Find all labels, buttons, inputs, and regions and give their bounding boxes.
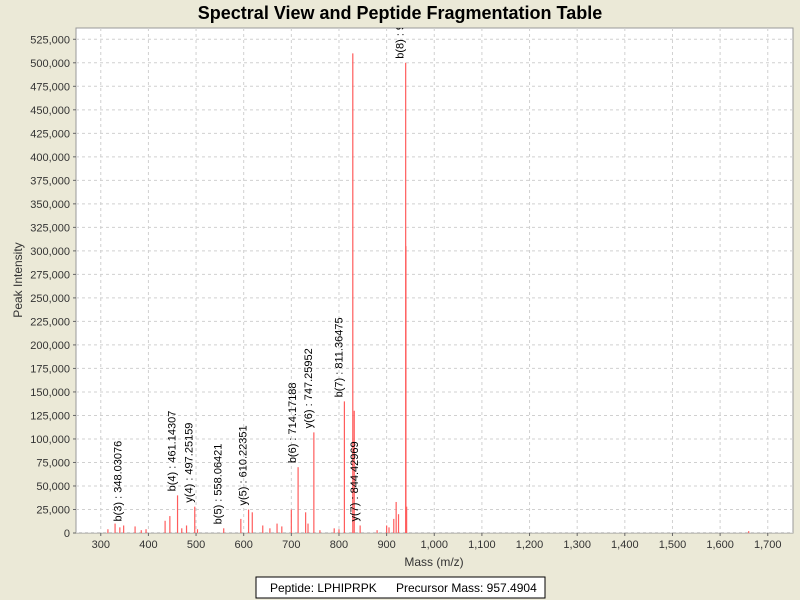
y-tick-label: 350,000 [30,199,70,211]
plot: b(3) : 348.03076 b(4) : 461.14307 y(4) : 4… [76,24,793,533]
x-axis-label: Mass (m/z) [404,555,463,569]
chart-title: Spectral View and Peptide Fragmentation … [198,3,602,23]
y-tick-label: 250,000 [30,293,70,305]
x-tick-label: 1,000 [420,539,448,551]
y-tick-label: 425,000 [30,128,70,140]
y-tick-label: 100,000 [30,434,70,446]
peak-annotation: y(7) : 844.42969 [349,441,361,521]
peak-annotation: b(6) : 714.17188 [287,382,299,463]
peak-annotation: y(6) : 747.25952 [303,348,315,428]
y-tick-label: 325,000 [30,222,70,234]
x-tick-label: 400 [139,539,157,551]
x-tick-label: 1,400 [611,539,639,551]
y-tick-label: 500,000 [30,58,70,70]
peptide-label: Peptide: LPHIPRPK [270,581,377,595]
x-tick-label: 900 [377,539,395,551]
peak-annotation: y(5) : 610.22351 [238,425,250,505]
peak-annotation: b(7) : 811.36475 [333,317,345,397]
y-tick-label: 150,000 [30,387,70,399]
y-tick-label: 375,000 [30,175,70,187]
peak-annotation: y(4) : 497.25159 [184,423,196,503]
y-tick-label: 275,000 [30,269,70,281]
footer-box [255,576,546,599]
x-tick-label: 300 [92,539,110,551]
peak-annotation: b(8) : 9 [395,24,407,59]
peak-annotation: b(4) : 461.14307 [167,411,179,492]
y-tick-label: 75,000 [36,457,70,469]
y-tick-label: 50,000 [36,481,70,493]
y-tick-label: 200,000 [30,340,70,352]
x-tick-label: 500 [187,539,205,551]
x-tick-label: 800 [330,539,348,551]
y-tick-label: 175,000 [30,363,70,375]
y-tick-label: 125,000 [30,410,70,422]
x-tick-label: 1,300 [563,539,591,551]
x-tick-label: 1,500 [659,539,687,551]
peak-annotation: b(3) : 348.03076 [113,441,125,522]
y-tick-label: 450,000 [30,105,70,117]
x-tick-label: 1,600 [706,539,734,551]
x-tick-label: 1,100 [468,539,496,551]
precursor-label: Precursor Mass: 957.4904 [396,581,537,595]
y-axis-label: Peak Intensity [11,242,25,317]
peak-annotation: b(5) : 558.06421 [213,444,225,525]
x-tick-label: 600 [235,539,253,551]
x-tick-label: 1,200 [516,539,544,551]
y-tick-label: 400,000 [30,152,70,164]
y-tick-label: 300,000 [30,246,70,258]
x-tick-label: 1,700 [754,539,782,551]
y-tick-label: 225,000 [30,316,70,328]
y-tick-label: 25,000 [36,504,70,516]
x-tick-label: 700 [282,539,300,551]
y-tick-label: 475,000 [30,81,70,93]
y-tick-label: 0 [64,528,70,540]
y-tick-label: 525,000 [30,34,70,46]
